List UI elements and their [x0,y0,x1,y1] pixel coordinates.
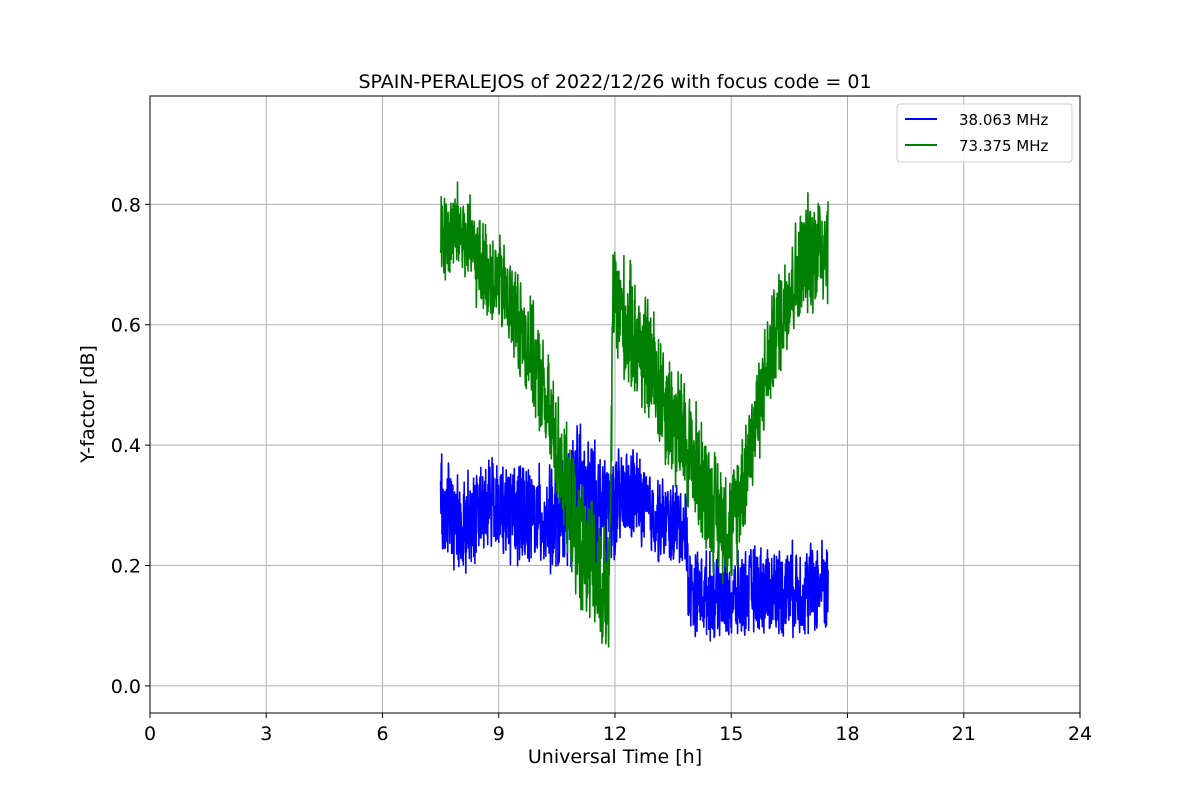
legend-box [896,103,1073,163]
x-axis-label: Universal Time [h] [528,746,702,768]
x-tick-label: 0 [144,723,156,745]
legend-label: 38.063 MHz [959,111,1048,129]
x-tick-label: 18 [835,723,859,745]
x-tick-label: 15 [719,723,743,745]
chart-title: SPAIN-PERALEJOS of 2022/12/26 with focus… [358,71,871,93]
x-axis: 0 3 6 9 12 15 18 21 24 [144,713,1092,745]
y-tick-label: 0.8 [111,194,141,216]
series-line [439,423,829,642]
y-tick-label: 0.6 [111,315,141,337]
y-axis-label: Y-factor [dB] [77,345,99,464]
x-tick-label: 9 [493,723,505,745]
x-tick-label: 21 [952,723,976,745]
y-axis: 0.0 0.2 0.4 0.6 0.8 [111,194,150,698]
y-tick-label: 0.0 [111,676,141,698]
legend-label: 73.375 MHz [959,137,1048,155]
series-line [439,181,829,648]
legend: 38.063 MHz 73.375 MHz [896,103,1073,163]
plot-area [439,181,829,648]
x-tick-label: 12 [603,723,627,745]
x-tick-label: 6 [376,723,388,745]
y-tick-label: 0.4 [111,435,141,457]
y-tick-label: 0.2 [111,556,141,578]
x-tick-label: 3 [260,723,272,745]
x-tick-label: 24 [1068,723,1092,745]
